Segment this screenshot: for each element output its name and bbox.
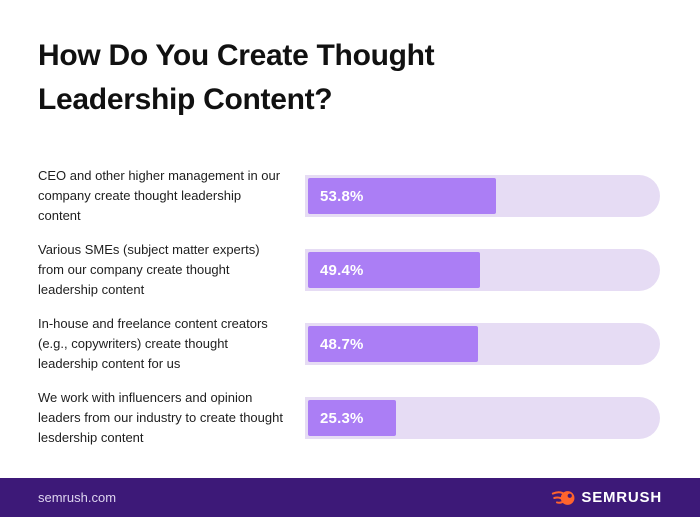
bar-value-label: 25.3% bbox=[320, 409, 364, 427]
category-label: We work with influencers and opinion lea… bbox=[38, 390, 283, 445]
bar-track: 48.7% bbox=[305, 323, 660, 365]
bar-fill: 49.4% bbox=[308, 252, 481, 288]
bar-value-label: 49.4% bbox=[320, 261, 364, 279]
bar-fill: 48.7% bbox=[308, 326, 478, 362]
chart-row: In-house and freelance content creators … bbox=[38, 307, 660, 381]
bar-value-label: 48.7% bbox=[320, 335, 364, 353]
chart-title: How Do You Create Thought Leadership Con… bbox=[38, 39, 435, 116]
category-label: CEO and other higher management in our c… bbox=[38, 168, 281, 223]
chart-row: CEO and other higher management in our c… bbox=[38, 159, 660, 233]
semrush-flame-icon bbox=[552, 490, 575, 505]
chart-row: We work with influencers and opinion lea… bbox=[38, 381, 660, 455]
bar-track: 49.4% bbox=[305, 249, 660, 291]
bar-chart: CEO and other higher management in our c… bbox=[38, 159, 660, 455]
category-label: In-house and freelance content creators … bbox=[38, 316, 268, 371]
brand-name: SEMRUSH bbox=[581, 489, 662, 506]
bar-fill: 53.8% bbox=[308, 178, 496, 214]
chart-row: Various SMEs (subject matter experts) fr… bbox=[38, 233, 660, 307]
website-text: semrush.com bbox=[38, 490, 117, 505]
semrush-logo: SEMRUSH bbox=[551, 489, 662, 506]
footer-bar: semrush.com SEMRUSH bbox=[0, 478, 700, 517]
bar-fill: 25.3% bbox=[308, 400, 397, 436]
category-label: Various SMEs (subject matter experts) fr… bbox=[38, 242, 260, 297]
bar-track: 53.8% bbox=[305, 175, 660, 217]
bar-value-label: 53.8% bbox=[320, 187, 364, 205]
bar-track: 25.3% bbox=[305, 397, 660, 439]
